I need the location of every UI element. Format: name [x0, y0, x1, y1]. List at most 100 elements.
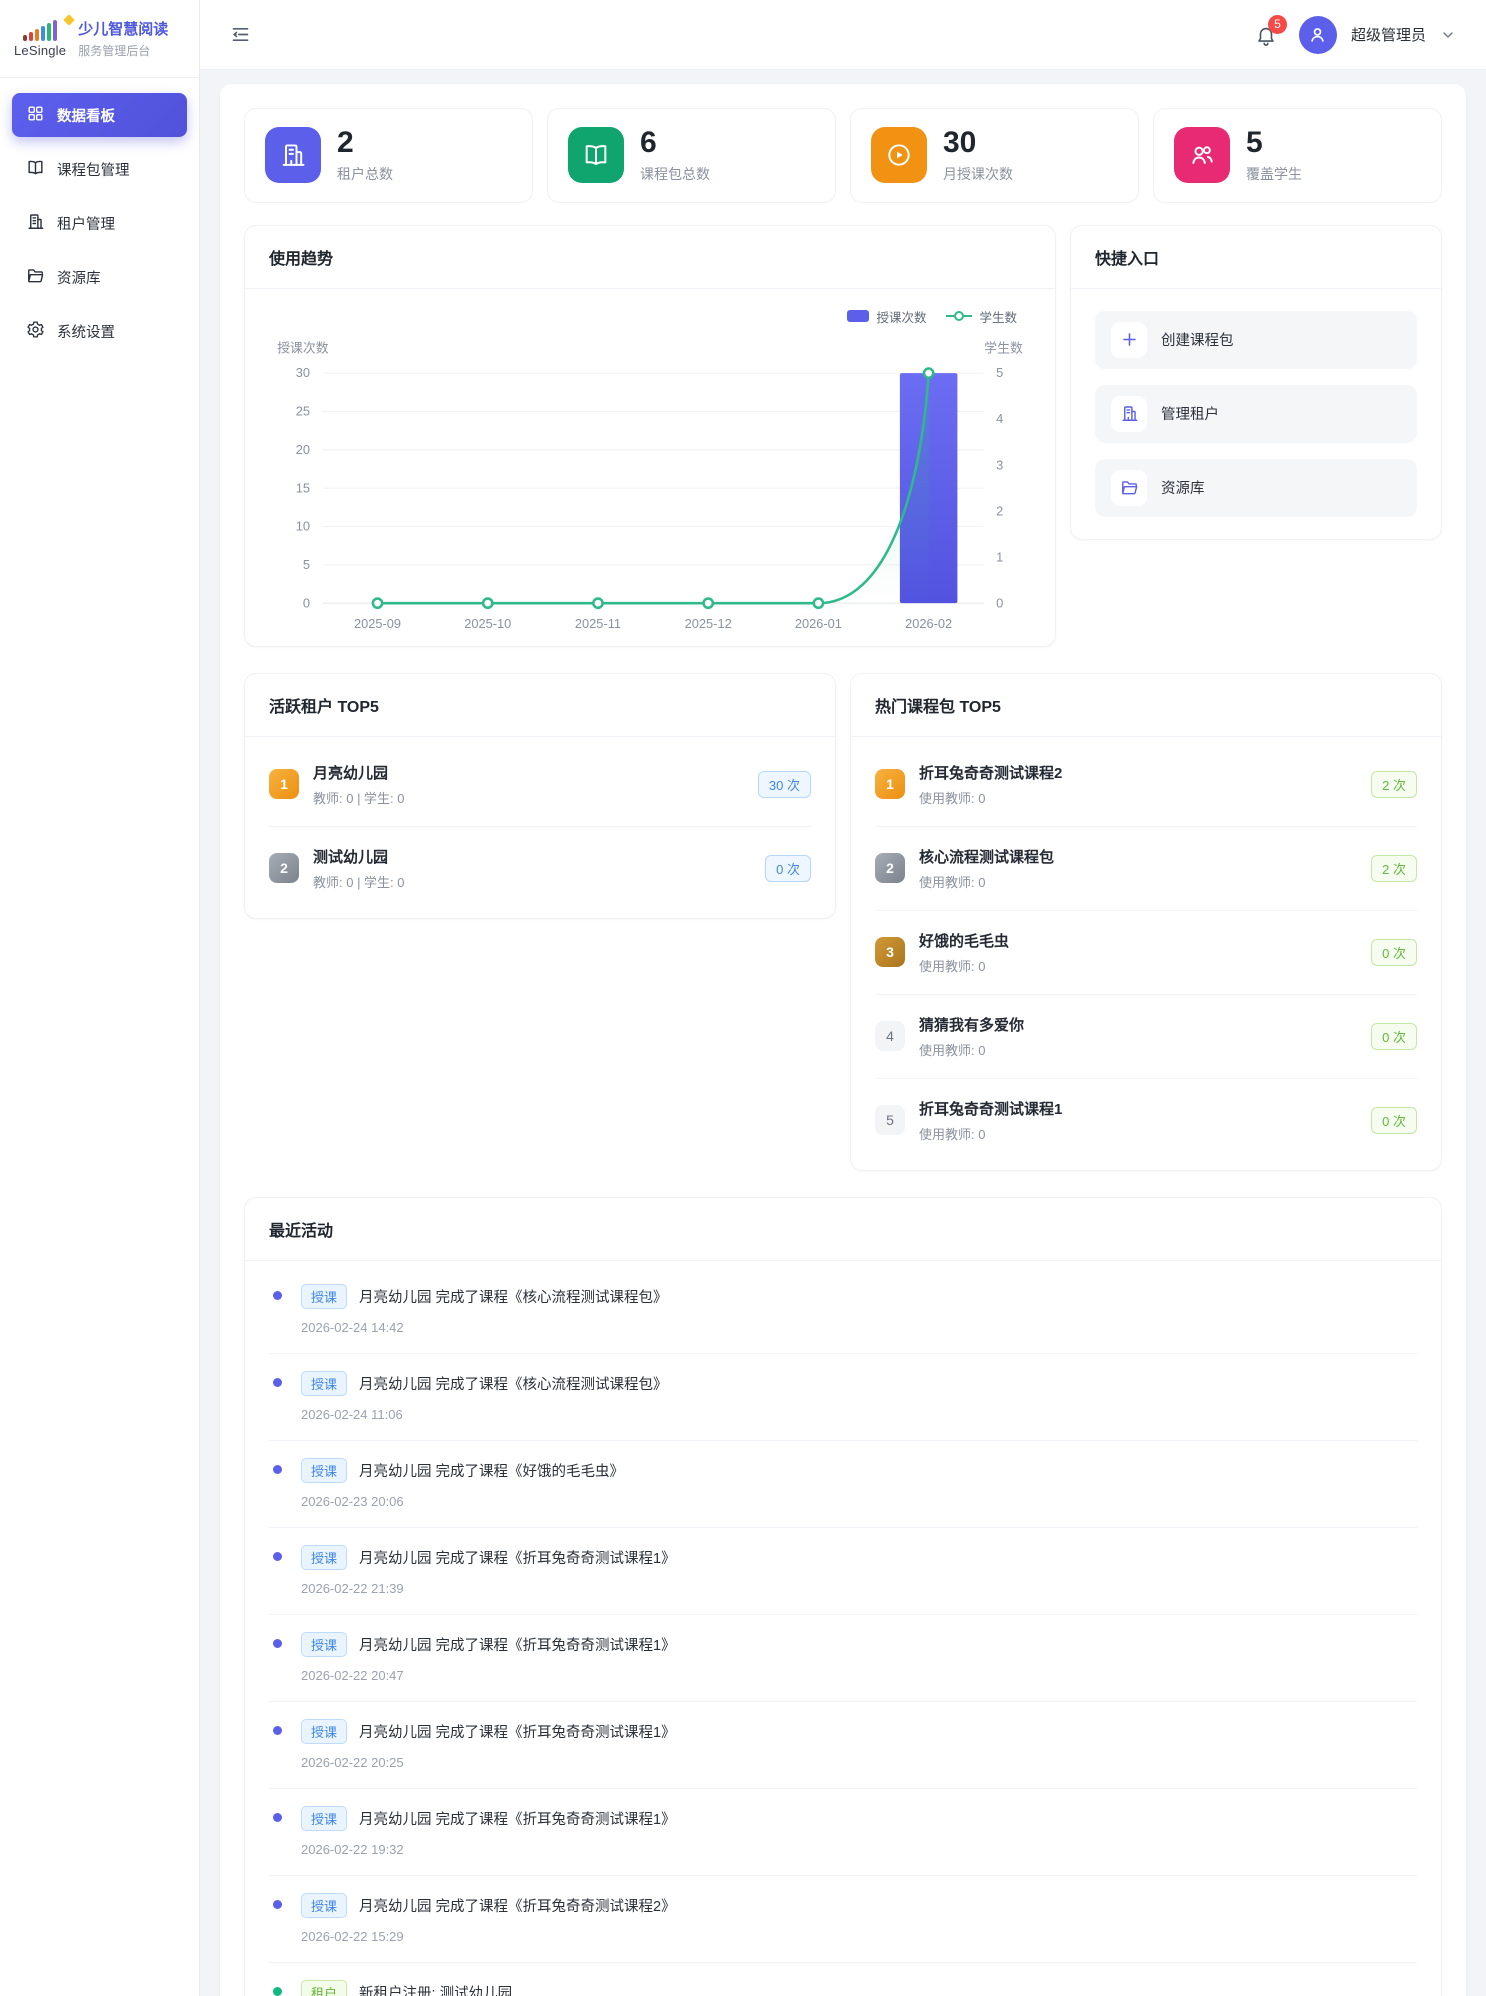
play-circle-icon [871, 127, 927, 184]
chart-legend: 授课次数 学生数 [269, 307, 1031, 326]
activity-dot-icon [273, 1551, 282, 1561]
top5-row: 活跃租户 TOP5 1 月亮幼儿园 教师: 0 | 学生: 0 30 次 2 [244, 672, 1442, 1171]
list-item: 1 折耳兔奇奇测试课程2 使用教师: 0 2 次 [875, 743, 1417, 827]
active-tenants-title: 活跃租户 TOP5 [245, 674, 835, 737]
legend-bar-swatch-icon [847, 310, 870, 322]
activity-row: 授课 月亮幼儿园 完成了课程《折耳兔奇奇测试课程1》 2026-02-22 21:… [269, 1528, 1417, 1615]
chevron-down-icon[interactable] [1440, 27, 1456, 43]
app-title: 少儿智慧阅读 [78, 21, 169, 38]
package-meta: 使用教师: 0 [919, 874, 986, 890]
svg-text:10: 10 [296, 518, 310, 533]
folder-icon [1111, 469, 1147, 506]
stat-value: 2 [337, 126, 354, 159]
activity-time: 2026-02-24 11:06 [301, 1406, 403, 1422]
sidebar-item-dashboard[interactable]: 数据看板 [12, 93, 187, 137]
dashboard-container: 2 租户总数 6 课程包总数 30 月授课次数 [220, 84, 1466, 1996]
quick-entry-label: 管理租户 [1161, 407, 1219, 423]
stat-label: 租户总数 [337, 165, 393, 182]
quick-create-package-button[interactable]: 创建课程包 [1095, 310, 1417, 369]
usage-count-badge: 0 次 [1371, 938, 1417, 966]
activity-row: 授课 月亮幼儿园 完成了课程《核心流程测试课程包》 2026-02-24 11:0… [269, 1354, 1417, 1441]
activity-time: 2026-02-22 15:29 [301, 1928, 404, 1944]
sidebar-item-label: 租户管理 [57, 216, 115, 233]
package-meta: 使用教师: 0 [919, 1042, 986, 1058]
legend-label: 授课次数 [876, 310, 927, 325]
activity-row: 授课 月亮幼儿园 完成了课程《折耳兔奇奇测试课程1》 2026-02-22 19:… [269, 1789, 1417, 1876]
activity-row: 授课 月亮幼儿园 完成了课程《折耳兔奇奇测试课程1》 2026-02-22 20:… [269, 1615, 1417, 1702]
usage-trend-chart: 0 5 10 15 20 25 30 0 1 2 3 4 5 授课次数 学生数 2025-09 2025-10 2… [277, 340, 1023, 630]
activity-time: 2026-02-24 14:42 [301, 1319, 404, 1335]
stat-card-packages: 6 课程包总数 [547, 108, 836, 203]
package-name: 好饿的毛毛虫 [919, 932, 1010, 950]
avatar[interactable] [1298, 15, 1337, 54]
stat-label: 覆盖学生 [1246, 165, 1302, 182]
activity-text: 月亮幼儿园 完成了课程《核心流程测试课程包》 [359, 1289, 668, 1306]
list-item: 2 核心流程测试课程包 使用教师: 0 2 次 [875, 827, 1417, 911]
building-icon [265, 127, 321, 184]
activity-time: 2026-02-22 19:32 [301, 1841, 404, 1857]
tenant-name: 测试幼儿园 [313, 848, 389, 866]
stat-card-tenants: 2 租户总数 [244, 108, 533, 203]
usage-count-badge: 30 次 [757, 770, 811, 798]
usage-trend-title: 使用趋势 [245, 226, 1055, 289]
hot-packages-card: 热门课程包 TOP5 1 折耳兔奇奇测试课程2 使用教师: 0 2 次 2 [850, 672, 1442, 1171]
activity-tag: 授课 [301, 1283, 348, 1309]
svg-text:4: 4 [996, 411, 1003, 426]
sidebar-item-settings[interactable]: 系统设置 [12, 309, 187, 353]
activity-time: 2026-02-22 21:39 [301, 1580, 404, 1596]
sidebar-item-resources[interactable]: 资源库 [12, 255, 187, 299]
sidebar-item-course-packages[interactable]: 课程包管理 [12, 147, 187, 191]
activity-text: 月亮幼儿园 完成了课程《好饿的毛毛虫》 [359, 1463, 625, 1480]
logo-bars-icon [23, 19, 58, 41]
notification-bell[interactable]: 5 [1255, 14, 1287, 46]
activity-dot-icon [273, 1725, 282, 1735]
sidebar-item-tenants[interactable]: 租户管理 [12, 201, 187, 245]
sidebar-collapse-button[interactable] [230, 24, 251, 45]
activity-text: 月亮幼儿园 完成了课程《折耳兔奇奇测试课程1》 [359, 1724, 676, 1741]
svg-text:5: 5 [996, 365, 1003, 380]
activity-tag: 授课 [301, 1544, 348, 1570]
quick-resources-button[interactable]: 资源库 [1095, 458, 1417, 517]
stat-card-students: 5 覆盖学生 [1153, 108, 1442, 203]
sidebar-item-label: 课程包管理 [57, 162, 130, 179]
svg-text:2025-11: 2025-11 [575, 615, 621, 630]
list-item: 1 月亮幼儿园 教师: 0 | 学生: 0 30 次 [269, 743, 811, 827]
activity-tag: 租户 [301, 1979, 348, 1996]
svg-text:2026-01: 2026-01 [795, 615, 842, 630]
quick-entry-title: 快捷入口 [1071, 226, 1441, 289]
gear-icon [26, 320, 45, 343]
book-icon [568, 127, 624, 184]
topbar: 5 超级管理员 [200, 0, 1486, 70]
svg-text:2025-12: 2025-12 [685, 615, 732, 630]
legend-item[interactable]: 学生数 [946, 307, 1017, 326]
stats-row: 2 租户总数 6 课程包总数 30 月授课次数 [244, 108, 1442, 203]
activity-time: 2026-02-22 20:47 [301, 1667, 404, 1683]
package-meta: 使用教师: 0 [919, 790, 986, 806]
legend-item[interactable]: 授课次数 [847, 307, 926, 326]
activity-row: 授课 月亮幼儿园 完成了课程《好饿的毛毛虫》 2026-02-23 20:06 [269, 1441, 1417, 1528]
svg-text:3: 3 [996, 457, 1003, 472]
activity-dot-icon [273, 1464, 282, 1474]
stat-label: 月授课次数 [943, 165, 1013, 182]
quick-manage-tenants-button[interactable]: 管理租户 [1095, 384, 1417, 443]
list-item: 2 测试幼儿园 教师: 0 | 学生: 0 0 次 [269, 827, 811, 910]
plus-icon [1111, 321, 1147, 358]
user-name[interactable]: 超级管理员 [1350, 27, 1426, 44]
stat-value: 30 [943, 126, 977, 159]
quick-entry-label: 资源库 [1161, 481, 1205, 497]
rank-badge: 5 [875, 1105, 905, 1136]
rank-badge: 2 [875, 853, 905, 884]
students-icon [1174, 127, 1230, 184]
activity-time: 2026-02-23 20:06 [301, 1493, 404, 1509]
sidebar-item-label: 资源库 [57, 270, 101, 287]
package-name: 核心流程测试课程包 [919, 848, 1055, 866]
building-icon [26, 212, 45, 235]
svg-text:25: 25 [296, 403, 310, 418]
activity-tag: 授课 [301, 1892, 348, 1918]
svg-text:1: 1 [996, 549, 1003, 564]
notification-badge: 5 [1267, 14, 1287, 34]
recent-activity-section: 最近活动 授课 月亮幼儿园 完成了课程《核心流程测试课程包》 2026-02-24… [244, 1196, 1442, 1996]
activity-row: 授课 月亮幼儿园 完成了课程《核心流程测试课程包》 2026-02-24 14:4… [269, 1267, 1417, 1354]
sidebar-menu: 数据看板 课程包管理 租户管理 资源库 系统设置 [0, 78, 199, 368]
